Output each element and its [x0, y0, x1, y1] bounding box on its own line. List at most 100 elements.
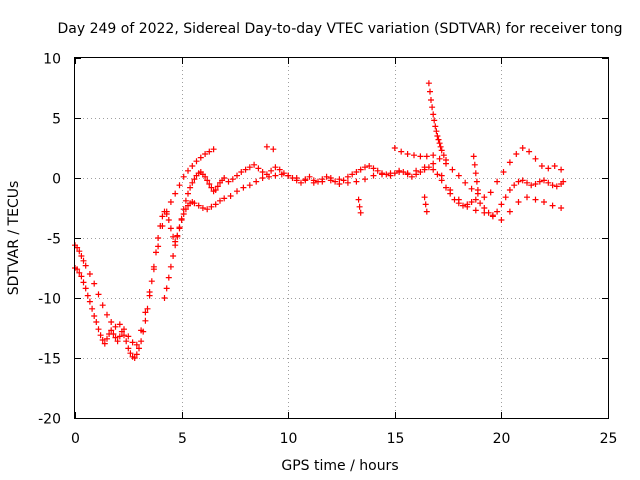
data-point	[123, 338, 130, 345]
data-point	[225, 178, 232, 185]
data-point	[116, 333, 123, 340]
data-point	[146, 289, 153, 295]
data-point	[86, 298, 93, 305]
y-tick-label: -5	[47, 232, 61, 248]
data-point	[142, 309, 149, 316]
data-point	[449, 166, 456, 173]
data-point	[532, 181, 539, 187]
y-tick-label: -15	[38, 352, 61, 368]
data-point	[344, 173, 351, 180]
data-point	[202, 173, 209, 180]
y-tick-label: 5	[52, 112, 61, 128]
data-point	[199, 205, 206, 211]
data-point	[97, 332, 104, 339]
data-point	[349, 171, 356, 178]
data-point	[95, 326, 102, 333]
data-point	[532, 155, 539, 162]
data-point	[204, 206, 211, 213]
data-point	[423, 208, 430, 215]
data-point	[138, 327, 145, 334]
data-point	[136, 345, 142, 352]
data-point	[121, 326, 127, 333]
data-point	[430, 152, 437, 159]
data-point	[76, 248, 83, 255]
data-point	[379, 171, 385, 178]
data-point	[558, 205, 565, 211]
data-point	[172, 190, 179, 197]
data-point	[506, 159, 513, 166]
data-point	[202, 151, 209, 157]
data-point	[150, 266, 157, 273]
data-point	[460, 202, 466, 209]
data-point	[234, 188, 240, 195]
data-point	[417, 153, 424, 160]
data-point	[437, 143, 444, 150]
y-tick-label: -10	[38, 292, 61, 308]
data-point	[212, 187, 219, 193]
data-point	[189, 163, 196, 169]
axis-ticks	[75, 58, 609, 419]
data-point	[472, 196, 479, 203]
data-point	[440, 152, 447, 159]
data-point	[82, 262, 89, 269]
data-point	[472, 207, 479, 214]
data-point	[362, 176, 368, 183]
data-point	[538, 163, 545, 169]
data-point	[549, 202, 556, 209]
data-point	[104, 311, 110, 318]
data-point	[327, 177, 334, 184]
data-point	[332, 178, 339, 185]
data-point	[513, 151, 520, 157]
data-point	[131, 355, 138, 361]
data-point	[560, 178, 567, 185]
data-point	[155, 235, 162, 241]
data-point	[319, 178, 326, 185]
data-point	[443, 157, 449, 163]
data-point	[511, 182, 518, 189]
grid	[75, 58, 608, 418]
data-point	[125, 345, 132, 352]
data-point	[263, 143, 270, 150]
data-point	[396, 169, 403, 175]
data-point	[370, 172, 377, 179]
data-point	[93, 319, 100, 325]
data-point	[462, 179, 469, 186]
data-points	[72, 80, 567, 361]
x-tick-labels: 0 5 10 15 20 25	[71, 431, 617, 447]
data-point	[489, 213, 496, 220]
data-point	[133, 341, 140, 348]
data-point	[494, 178, 501, 185]
data-point	[272, 172, 279, 179]
data-point	[355, 196, 362, 203]
data-point	[524, 194, 530, 201]
data-point	[191, 176, 198, 183]
data-point	[413, 167, 420, 174]
data-point	[278, 171, 285, 178]
data-point	[182, 206, 189, 213]
data-point	[208, 203, 215, 210]
data-point	[272, 164, 279, 171]
data-point	[357, 166, 364, 173]
data-point	[472, 170, 479, 177]
data-point	[423, 153, 430, 160]
data-point	[427, 88, 433, 95]
data-point	[435, 136, 442, 143]
x-tick-label: 0	[71, 431, 80, 447]
data-point	[104, 335, 110, 342]
data-point	[212, 201, 219, 208]
data-point	[165, 274, 172, 281]
data-point	[116, 321, 123, 328]
data-point	[251, 161, 258, 168]
data-point	[167, 225, 174, 232]
data-point	[78, 273, 85, 280]
data-point	[432, 123, 439, 130]
data-point	[161, 295, 168, 301]
data-point	[170, 253, 177, 259]
data-point	[204, 177, 211, 184]
data-point	[391, 145, 398, 151]
data-point	[455, 172, 462, 179]
data-point	[197, 154, 204, 161]
data-point	[101, 340, 108, 347]
